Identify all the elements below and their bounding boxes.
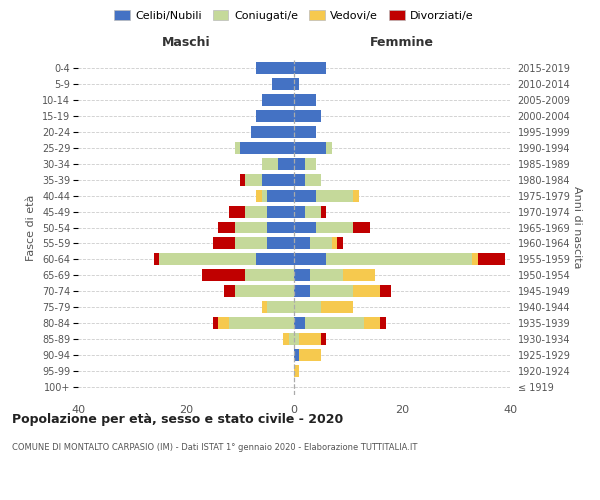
Bar (353, 222, 370, 234)
Bar (256, 62, 294, 74)
Bar (321, 206, 326, 218)
Bar (305, 317, 364, 329)
Bar (267, 222, 294, 234)
Text: Popolazione per età, sesso e stato civile - 2020: Popolazione per età, sesso e stato civil… (12, 412, 343, 426)
Bar (272, 78, 294, 90)
Bar (267, 190, 294, 202)
Bar (251, 126, 294, 138)
Bar (262, 94, 294, 106)
Bar (213, 238, 235, 250)
Y-axis label: Fasce di età: Fasce di età (26, 194, 37, 260)
Bar (235, 286, 294, 298)
Bar (310, 286, 353, 298)
Bar (224, 286, 235, 298)
Bar (245, 270, 294, 281)
Bar (316, 190, 353, 202)
Bar (294, 254, 326, 266)
Bar (294, 126, 316, 138)
Bar (159, 254, 256, 266)
Bar (294, 62, 326, 74)
Bar (294, 317, 305, 329)
Legend: Celibi/Nubili, Coniugati/e, Vedovi/e, Divorziati/e: Celibi/Nubili, Coniugati/e, Vedovi/e, Di… (110, 6, 478, 25)
Bar (154, 254, 159, 266)
Bar (294, 238, 310, 250)
Bar (478, 254, 505, 266)
Bar (380, 286, 391, 298)
Bar (326, 254, 472, 266)
Bar (294, 270, 310, 281)
Bar (267, 206, 294, 218)
Bar (321, 333, 326, 345)
Bar (289, 333, 294, 345)
Bar (262, 158, 278, 170)
Bar (310, 270, 343, 281)
Bar (316, 222, 353, 234)
Bar (326, 142, 332, 154)
Bar (294, 190, 316, 202)
Bar (321, 302, 353, 313)
Bar (262, 302, 267, 313)
Bar (294, 94, 316, 106)
Bar (218, 317, 229, 329)
Bar (256, 110, 294, 122)
Bar (294, 333, 299, 345)
Bar (256, 254, 294, 266)
Bar (294, 174, 305, 186)
Bar (229, 206, 245, 218)
Bar (202, 270, 245, 281)
Bar (278, 158, 294, 170)
Bar (294, 142, 326, 154)
Bar (294, 222, 316, 234)
Bar (294, 158, 305, 170)
Y-axis label: Anni di nascita: Anni di nascita (572, 186, 581, 269)
Bar (343, 270, 375, 281)
Bar (235, 142, 240, 154)
Bar (299, 333, 321, 345)
Bar (262, 174, 294, 186)
Bar (235, 238, 267, 250)
Bar (240, 142, 294, 154)
Text: Maschi: Maschi (161, 36, 211, 49)
Bar (305, 174, 321, 186)
Bar (353, 286, 380, 298)
Bar (213, 317, 218, 329)
Bar (267, 302, 294, 313)
Text: COMUNE DI MONTALTO CARPASIO (IM) - Dati ISTAT 1° gennaio 2020 - Elaborazione TUT: COMUNE DI MONTALTO CARPASIO (IM) - Dati … (12, 442, 418, 452)
Bar (305, 158, 316, 170)
Bar (256, 190, 262, 202)
Bar (310, 238, 332, 250)
Bar (245, 206, 267, 218)
Bar (262, 190, 267, 202)
Bar (353, 190, 359, 202)
Bar (240, 174, 245, 186)
Bar (294, 286, 310, 298)
Bar (294, 365, 299, 377)
Bar (229, 317, 294, 329)
Bar (337, 238, 343, 250)
Bar (332, 238, 337, 250)
Bar (294, 78, 299, 90)
Bar (299, 349, 321, 361)
Bar (294, 206, 305, 218)
Bar (294, 349, 299, 361)
Bar (472, 254, 478, 266)
Bar (380, 317, 386, 329)
Bar (267, 238, 294, 250)
Bar (283, 333, 289, 345)
Bar (294, 302, 321, 313)
Text: Femmine: Femmine (370, 36, 434, 49)
Bar (305, 206, 321, 218)
Bar (245, 174, 262, 186)
Bar (364, 317, 380, 329)
Bar (235, 222, 267, 234)
Bar (218, 222, 235, 234)
Bar (294, 110, 321, 122)
